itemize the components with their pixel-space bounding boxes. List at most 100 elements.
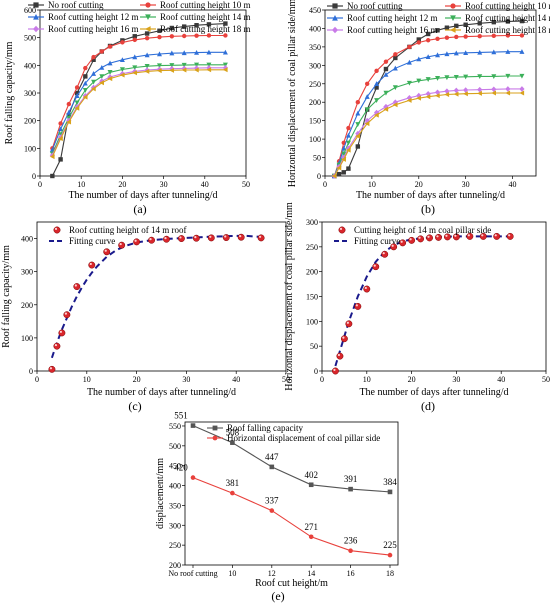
data-point — [505, 73, 511, 79]
x-tick-label: 20 — [118, 180, 126, 189]
data-point — [169, 63, 175, 68]
data-point — [425, 31, 431, 37]
data-point — [355, 110, 361, 116]
data-point — [91, 54, 96, 60]
data-point — [463, 74, 469, 80]
y-tick-label: 300 — [169, 521, 181, 530]
data-point — [83, 65, 88, 71]
data-point — [194, 33, 199, 38]
y-tick-label: 0 — [317, 172, 321, 181]
point-highlight — [259, 235, 262, 238]
data-point — [144, 36, 150, 41]
data-point — [463, 87, 469, 93]
y-tick-label: 250 — [309, 80, 321, 89]
data-label: 402 — [304, 470, 318, 480]
data-point — [132, 70, 137, 76]
legend-label: Roof cutting height 14 m — [465, 13, 550, 23]
data-point — [132, 34, 137, 39]
data-point — [519, 33, 525, 38]
legend-marker — [212, 435, 218, 441]
chart-panel-e: No roof cutting 10 12 14 16 18 200 250 300 350 400… — [155, 411, 399, 603]
data-point — [237, 233, 245, 241]
data-point — [340, 335, 348, 343]
legend: No roof cutting Roof cutting height 10 m R… — [28, 0, 251, 34]
data-point — [383, 106, 389, 112]
x-tick-label: 0 — [35, 375, 39, 384]
point-highlight — [179, 236, 182, 239]
point-highlight — [104, 249, 107, 252]
data-label: 381 — [226, 478, 240, 488]
y-tick-label: 300 — [309, 61, 321, 70]
data-point — [169, 67, 175, 73]
x-tick-label: 30 — [182, 375, 190, 384]
data-point — [269, 508, 275, 513]
series-0 — [50, 21, 228, 179]
data-point — [82, 80, 88, 86]
y-tick-label: 100 — [309, 135, 321, 144]
data-point — [192, 234, 200, 242]
series-measured-points — [48, 233, 265, 373]
point-highlight — [224, 235, 227, 238]
legend-item: No roof cutting — [327, 1, 403, 11]
data-point — [169, 50, 175, 56]
data-point — [83, 74, 88, 79]
data-point — [444, 51, 450, 57]
data-point — [74, 104, 80, 110]
legend-item: Roof cutting height of 14 m roof — [53, 225, 186, 235]
data-point — [425, 38, 431, 43]
point-highlight — [209, 235, 212, 238]
data-label: 384 — [383, 477, 397, 487]
y-tick-label: 400 — [169, 482, 181, 491]
y-tick-label: 50 — [310, 342, 318, 351]
data-point — [144, 68, 150, 74]
plot-frame — [184, 421, 399, 566]
y-tick-label: 300 — [306, 218, 318, 227]
x-tick-label: 40 — [232, 375, 240, 384]
data-point — [194, 62, 200, 68]
data-point — [222, 234, 230, 242]
data-point — [407, 44, 412, 50]
legend-marker — [332, 15, 338, 21]
legend-marker — [145, 2, 151, 8]
legend-label: Cutting height of 14 m coal pillar side — [354, 225, 491, 235]
data-point — [345, 147, 351, 153]
x-tick-label: 40 — [497, 375, 505, 384]
data-point — [393, 55, 398, 61]
data-point — [120, 40, 125, 45]
data-point — [519, 90, 525, 96]
data-point — [74, 93, 80, 98]
data-point — [393, 52, 398, 57]
data-point — [107, 60, 113, 66]
data-point — [416, 40, 421, 45]
panel-label: (a) — [133, 202, 146, 216]
data-point — [308, 534, 314, 540]
data-point — [505, 90, 511, 96]
y-tick-label: 0 — [32, 172, 36, 181]
series-line — [192, 425, 391, 493]
data-point — [506, 232, 514, 240]
data-point — [223, 33, 228, 38]
data-point — [387, 489, 393, 495]
data-point — [477, 86, 483, 93]
legend-marker — [33, 14, 39, 20]
x-tick-label: 10 — [368, 180, 376, 189]
data-point — [66, 119, 72, 125]
data-point — [341, 151, 347, 157]
legend-item: Roof falling capacity — [207, 423, 303, 433]
y-tick-label: 0 — [29, 367, 33, 376]
y-axis-label: Horizontal displacement of coal pillar s… — [287, 0, 298, 187]
data-label: 551 — [174, 411, 188, 421]
data-point — [99, 64, 105, 70]
data-point — [345, 145, 352, 152]
point-highlight — [59, 330, 63, 333]
data-point — [505, 33, 511, 38]
data-point — [144, 52, 150, 58]
y-tick-label: 200 — [21, 301, 33, 310]
data-point — [348, 486, 353, 492]
x-tick-label: 50 — [542, 375, 550, 384]
legend-item: Roof cutting height 12 m — [28, 12, 139, 22]
legend-item: Cutting height of 14 m coal pillar side — [338, 225, 491, 235]
data-point — [308, 482, 314, 488]
series-line — [333, 88, 522, 177]
